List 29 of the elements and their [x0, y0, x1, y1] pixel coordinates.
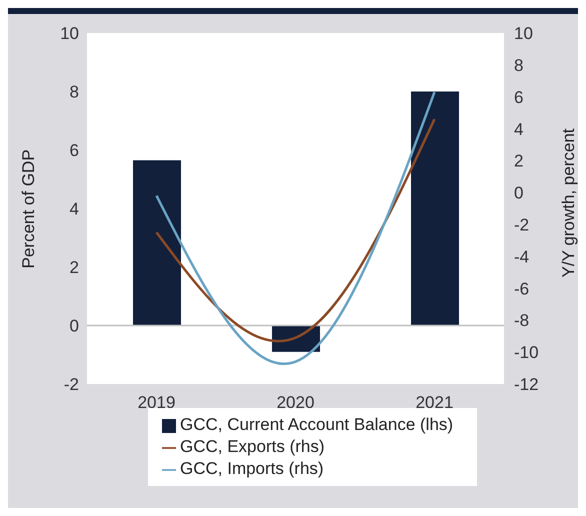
- y2-tick-label: 10: [514, 24, 533, 44]
- bar: [133, 160, 181, 326]
- x-tick-label: 2019: [138, 393, 176, 412]
- y2-tick-label: 8: [514, 56, 524, 75]
- y2-tick-label: 4: [514, 120, 524, 139]
- bar: [411, 92, 459, 326]
- legend-label: GCC, Imports (rhs): [180, 459, 324, 478]
- y-tick-label: 6: [70, 141, 79, 160]
- y2-tick-label: -10: [514, 343, 539, 362]
- y2-tick-label: -8: [514, 311, 530, 330]
- y2-tick-label: 6: [514, 88, 524, 107]
- y2-tick-label: -4: [514, 247, 530, 266]
- y-tick-label: -2: [64, 375, 79, 394]
- y2-tick-label: 2: [514, 152, 524, 171]
- x-tick-label: 2020: [276, 393, 314, 412]
- y2-tick-label: 0: [514, 184, 524, 203]
- y2-axis-title: Y/Y growth, percent: [559, 128, 578, 278]
- x-tick-label: 2021: [416, 393, 454, 412]
- y2-tick-label: -2: [514, 215, 530, 234]
- y2-tick-label: -6: [514, 279, 530, 298]
- legend-label: GCC, Exports (rhs): [180, 437, 325, 456]
- y-tick-label: 10: [60, 24, 79, 44]
- legend-label: GCC, Current Account Balance (lhs): [180, 415, 454, 434]
- y-tick-label: 8: [70, 82, 79, 102]
- y-tick-label: 2: [70, 258, 79, 278]
- y-tick-label: 0: [70, 316, 79, 336]
- y2-tick-label: -12: [514, 375, 539, 394]
- y-axis-title: Percent of GDP: [19, 149, 38, 268]
- y-tick-label: 4: [70, 200, 79, 219]
